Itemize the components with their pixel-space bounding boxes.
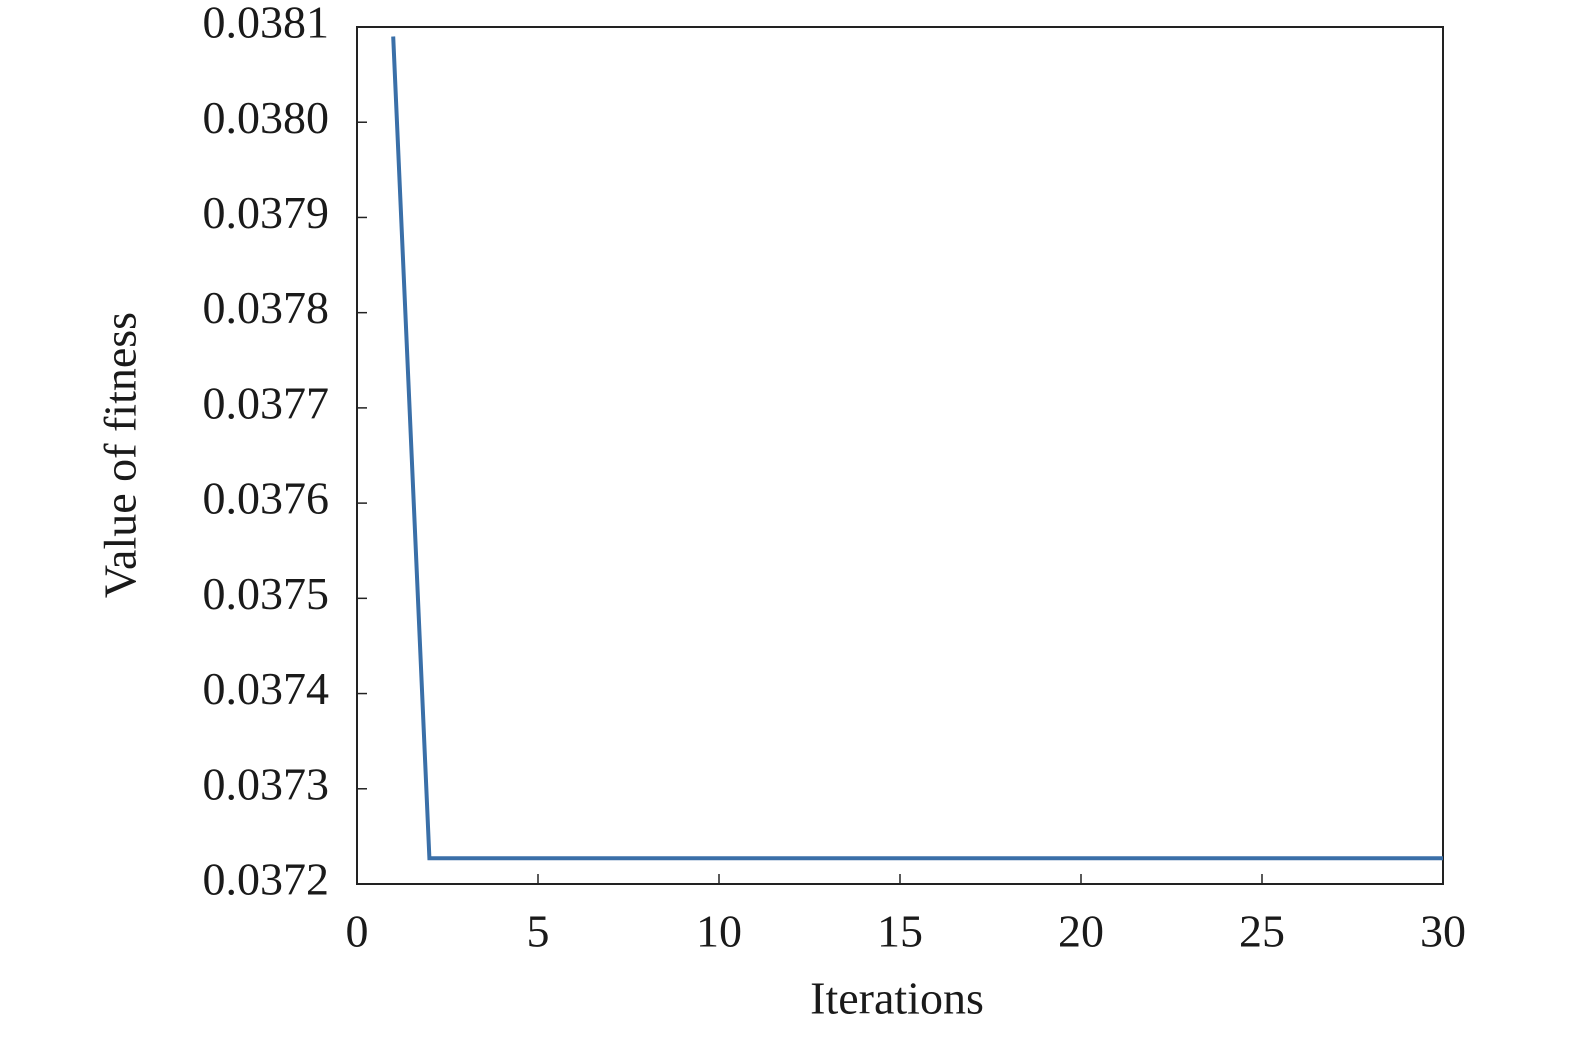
y-tick-label: 0.0378 bbox=[203, 282, 330, 333]
x-tick-label: 0 bbox=[346, 906, 369, 957]
x-axis-label: Iterations bbox=[810, 973, 984, 1024]
y-tick-label: 0.0373 bbox=[203, 758, 330, 809]
x-tick-label: 10 bbox=[696, 906, 742, 957]
data-line bbox=[391, 36, 1443, 861]
y-tick-label: 0.0376 bbox=[203, 473, 330, 524]
x-tick-label: 30 bbox=[1420, 906, 1466, 957]
plot-frame bbox=[356, 26, 1444, 885]
y-tick-label: 0.0374 bbox=[203, 663, 330, 714]
y-axis-label: Value of fitness bbox=[95, 312, 146, 598]
x-tick-label: 15 bbox=[877, 906, 923, 957]
y-tick-label: 0.0380 bbox=[203, 92, 330, 143]
x-tick-label: 25 bbox=[1239, 906, 1285, 957]
y-tick-label: 0.0372 bbox=[203, 854, 330, 905]
y-tick-label: 0.0379 bbox=[203, 187, 330, 238]
y-tick-label: 0.0377 bbox=[203, 377, 330, 428]
x-tick-label: 20 bbox=[1058, 906, 1104, 957]
x-tick-label: 5 bbox=[527, 906, 550, 957]
y-tick-label: 0.0375 bbox=[203, 568, 330, 619]
y-tick-label: 0.0381 bbox=[203, 0, 330, 48]
